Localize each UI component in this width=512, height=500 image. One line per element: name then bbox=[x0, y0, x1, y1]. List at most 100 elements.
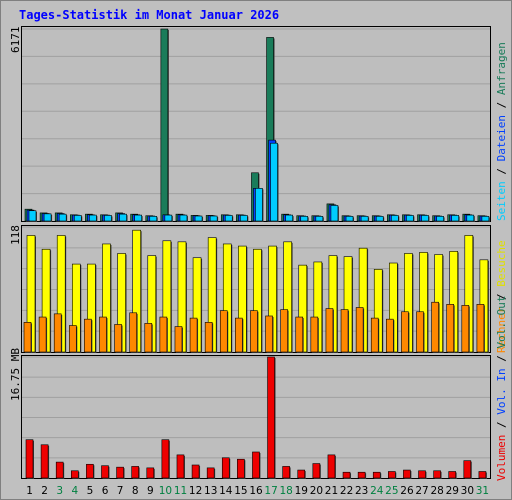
seiten-bar bbox=[194, 215, 203, 222]
rechner-bar bbox=[53, 313, 62, 353]
seiten-bar bbox=[164, 214, 173, 222]
day-label: 30 bbox=[461, 485, 474, 497]
day-label: 8 bbox=[132, 485, 139, 497]
rechner-bar bbox=[99, 316, 107, 353]
volumen-bar bbox=[282, 466, 290, 479]
rechner-bar bbox=[144, 323, 153, 353]
seiten-bar bbox=[375, 216, 384, 222]
rechner-bar bbox=[461, 305, 470, 353]
rechner-bar bbox=[280, 309, 288, 353]
seiten-bar bbox=[134, 214, 142, 222]
day-label: 23 bbox=[355, 485, 368, 497]
rechner-bar bbox=[68, 325, 77, 353]
rechner-bar bbox=[250, 310, 258, 353]
rechner-bar bbox=[23, 322, 32, 353]
volumen-bar bbox=[372, 471, 381, 479]
day-label: 2 bbox=[41, 485, 48, 497]
volumen-bar bbox=[206, 467, 215, 479]
volumen-bar bbox=[357, 471, 366, 479]
rechner-bar bbox=[476, 304, 485, 353]
rechner-bar bbox=[340, 309, 349, 353]
volumen-bar bbox=[403, 469, 411, 479]
rechner-bar bbox=[38, 316, 47, 353]
day-label: 4 bbox=[71, 485, 78, 497]
day-label: 13 bbox=[204, 485, 217, 497]
day-label: 27 bbox=[415, 485, 428, 497]
day-label: 12 bbox=[189, 485, 202, 497]
seiten-bar bbox=[119, 213, 127, 222]
volumen-bar bbox=[55, 461, 64, 479]
seiten-bar bbox=[58, 213, 67, 222]
seiten-bar bbox=[43, 213, 52, 222]
day-label: 17 bbox=[264, 485, 277, 497]
day-label: 5 bbox=[87, 485, 94, 497]
seiten-bar bbox=[481, 216, 490, 222]
rechner-bar bbox=[235, 317, 243, 353]
day-label: 22 bbox=[340, 485, 353, 497]
day-label: 15 bbox=[234, 485, 247, 497]
seiten-bar bbox=[209, 215, 218, 222]
day-label: 16 bbox=[249, 485, 263, 497]
rechner-bar bbox=[446, 304, 455, 353]
day-label: 31 bbox=[476, 485, 489, 497]
day-label: 10 bbox=[159, 485, 172, 497]
volumen-bar bbox=[116, 466, 124, 479]
day-label: 24 bbox=[370, 485, 384, 497]
day-label: 18 bbox=[280, 485, 293, 497]
volumen-bar bbox=[267, 356, 275, 479]
rechner-bar bbox=[265, 315, 273, 353]
day-label: 26 bbox=[400, 485, 414, 497]
seiten-bar bbox=[466, 214, 475, 222]
rechner-bar bbox=[114, 324, 122, 353]
seiten-bar bbox=[330, 205, 339, 222]
volumen-bar bbox=[237, 458, 245, 479]
seiten-bar bbox=[406, 215, 414, 222]
rechner-bar bbox=[325, 308, 334, 353]
day-label: 19 bbox=[295, 485, 308, 497]
day-label: 28 bbox=[430, 485, 443, 497]
volumen-bar bbox=[131, 466, 139, 479]
seiten-bar bbox=[360, 216, 369, 222]
day-label: 6 bbox=[102, 485, 109, 497]
seiten-bar bbox=[270, 142, 278, 222]
volumen-bar bbox=[86, 463, 94, 479]
seiten-bar bbox=[391, 215, 399, 222]
seiten-bar bbox=[224, 215, 233, 222]
volumen-bar bbox=[418, 470, 426, 479]
rechner-bar bbox=[431, 301, 439, 353]
rechner-bar bbox=[310, 316, 319, 353]
rechner-bar bbox=[204, 322, 213, 353]
day-label: 20 bbox=[310, 485, 323, 497]
rechner-bar bbox=[189, 317, 198, 353]
volumen-bar bbox=[448, 471, 457, 479]
volumen-bar bbox=[101, 465, 109, 479]
day-label: 25 bbox=[385, 485, 398, 497]
anfragen-bar bbox=[160, 28, 169, 222]
volumen-bar bbox=[161, 439, 170, 479]
volumen-bar bbox=[40, 444, 49, 479]
seiten-bar bbox=[255, 188, 263, 222]
rechner-bar bbox=[159, 316, 168, 353]
volumen-bar bbox=[433, 470, 441, 479]
seiten-bar bbox=[436, 216, 444, 222]
seiten-bar bbox=[421, 215, 429, 222]
volumen-bar bbox=[463, 460, 472, 479]
seiten-bar bbox=[28, 210, 37, 222]
seiten-bar bbox=[104, 215, 112, 222]
rechner-bar bbox=[174, 326, 183, 353]
volumen-bar bbox=[297, 469, 306, 479]
volumen-bar bbox=[478, 471, 487, 479]
seiten-bar bbox=[179, 214, 188, 222]
seiten-bar bbox=[240, 215, 248, 222]
rechner-bar bbox=[219, 310, 228, 353]
volumen-bar bbox=[176, 454, 185, 479]
volumen-bar bbox=[70, 470, 79, 479]
seiten-bar bbox=[345, 216, 354, 222]
rechner-bar bbox=[84, 318, 92, 353]
rechner-bar bbox=[295, 316, 304, 353]
volumen-bar bbox=[221, 457, 230, 479]
seiten-bar bbox=[73, 215, 82, 222]
day-label: 11 bbox=[174, 485, 187, 497]
volumen-bar bbox=[327, 454, 336, 479]
